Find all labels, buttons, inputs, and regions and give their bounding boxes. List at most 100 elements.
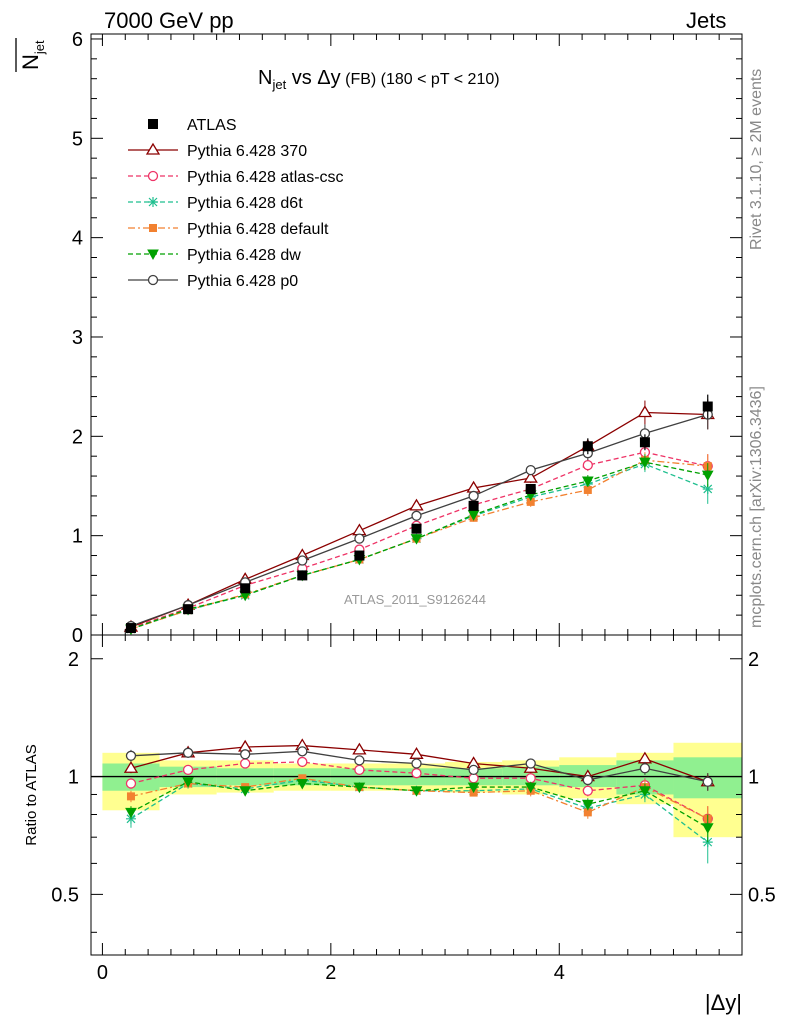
point-default (526, 497, 535, 506)
ratio-point-p0 (582, 774, 593, 786)
legend-marker-d6t (148, 197, 158, 207)
y-axis-label-text: Njet (18, 40, 47, 70)
ratio-point-p0 (411, 758, 422, 769)
ratio-point-p370 (409, 747, 424, 759)
point-atlas (240, 583, 251, 594)
ratio-series-dw (125, 777, 714, 843)
legend-item-p0: Pythia 6.428 p0 (128, 273, 298, 290)
series-dw (125, 454, 714, 636)
legend: ATLAS Pythia 6.428 370 Pythia 6.428 atlas-… (128, 117, 344, 290)
ratio-point-default (583, 808, 592, 817)
main-y-axis: 0 1 2 3 4 5 6 (72, 29, 742, 647)
ratio-point-dw (467, 782, 480, 794)
ratio-point-dw (410, 786, 423, 797)
ratio-point-atlascsc (354, 764, 365, 776)
point-p370 (637, 405, 653, 418)
point-atlas (582, 441, 593, 452)
ratio-point-p0 (240, 749, 251, 760)
legend-item-d6t: Pythia 6.428 d6t (128, 195, 303, 212)
ratio-point-p0 (639, 763, 651, 774)
ratio-point-p370 (352, 742, 367, 755)
y-tick-label: 3 (72, 327, 83, 349)
ratio-y-tick-label: 0.5 (51, 884, 79, 906)
point-dw (410, 534, 423, 545)
legend-item-dw: Pythia 6.428 dw (128, 247, 301, 264)
legend-marker-default (149, 224, 157, 232)
x-tick-label: 2 (325, 962, 336, 984)
y-axis-label-main: N (18, 54, 43, 70)
ratio-point-dw (182, 777, 194, 788)
y-axis-label-sub: jet (32, 40, 47, 55)
header-left: 7000 GeV pp (104, 8, 234, 33)
legend-item-atlascsc: Pythia 6.428 atlas-csc (128, 169, 344, 186)
ratio-point-atlascsc (297, 756, 308, 768)
ratio-point-dw (125, 807, 137, 819)
ratio-point-p0 (182, 747, 194, 758)
point-atlas (639, 437, 650, 448)
point-dw (581, 476, 594, 488)
ratio-y-axis-label: Ratio to ATLAS (23, 744, 40, 845)
x-axis-label: |Δy| (705, 990, 742, 1015)
ratio-point-atlascsc (125, 778, 137, 789)
watermark: ATLAS_2011_S9126244 (344, 592, 486, 607)
point-p0 (354, 533, 365, 544)
ratio-point-atlascsc (182, 764, 194, 776)
ratio-point-p0 (297, 746, 308, 757)
ratio-point-p0 (125, 750, 137, 761)
ratio-y-tick-label: 1 (68, 767, 79, 789)
ratio-y-axis: 0.5 0.5 1 1 2 2 (51, 649, 776, 933)
legend-item-data: ATLAS (148, 117, 237, 134)
point-p0 (468, 490, 479, 502)
point-atlas (125, 623, 136, 634)
ratio-point-p370 (123, 761, 139, 773)
ratio-point-d6t (702, 837, 713, 848)
point-p370 (352, 523, 367, 536)
point-atlas (183, 604, 194, 615)
y-tick-label: 0 (72, 625, 83, 647)
ratio-point-dw (701, 823, 714, 834)
header-right: Jets (686, 8, 727, 33)
legend-marker-p0 (147, 274, 159, 286)
ratio-point-p0 (702, 776, 713, 787)
ratio-point-dw (581, 799, 594, 811)
y-tick-label: 5 (72, 128, 83, 150)
ratio-point-default (298, 774, 307, 783)
y-tick-label: 1 (72, 526, 83, 548)
point-p370 (523, 470, 538, 483)
point-p370 (409, 498, 424, 511)
y-tick-label: 2 (72, 426, 83, 448)
chart-title-part: jet (271, 77, 286, 92)
legend-label-p370: Pythia 6.428 370 (187, 143, 307, 160)
ratio-series-p0 (125, 746, 713, 791)
legend-label-data: ATLAS (187, 117, 237, 134)
chart-title: Njet vs Δy (FB) (180 < pT < 210) (258, 67, 500, 92)
point-atlas (411, 523, 422, 534)
point-p0 (411, 510, 422, 521)
x-tick-label: 4 (554, 962, 565, 984)
series-d6t (125, 456, 713, 635)
point-atlas (702, 401, 713, 412)
y-tick-label: 4 (72, 228, 83, 250)
ratio-point-dw (296, 779, 309, 790)
ratio-line-dw (130, 781, 709, 829)
series-line-default (130, 459, 708, 630)
series-line-atlascsc (130, 451, 708, 629)
ratio-point-dw (353, 782, 366, 794)
legend-marker-data (148, 119, 158, 129)
x-tick-label: 0 (97, 962, 108, 984)
point-p0 (297, 555, 308, 566)
ratio-point-dw (639, 786, 651, 797)
ratio-panel: 0.5 0.5 1 1 2 2 Ratio to ATLAS 0 2 4 |Δy| (23, 634, 776, 1015)
legend-item-p370: Pythia 6.428 370 (128, 142, 307, 160)
point-atlas (354, 550, 365, 561)
main-panel: ATLAS_2011_S9126244 Njet vs Δy (FB) (180 … (15, 29, 743, 647)
point-default (583, 485, 592, 494)
ratio-point-p0 (525, 758, 536, 769)
ratio-y-tick-label-right: 0.5 (748, 884, 776, 906)
point-dw (701, 470, 714, 482)
legend-label-d6t: Pythia 6.428 d6t (187, 195, 303, 212)
point-p0 (525, 464, 536, 476)
y-tick-label: 6 (72, 29, 83, 51)
